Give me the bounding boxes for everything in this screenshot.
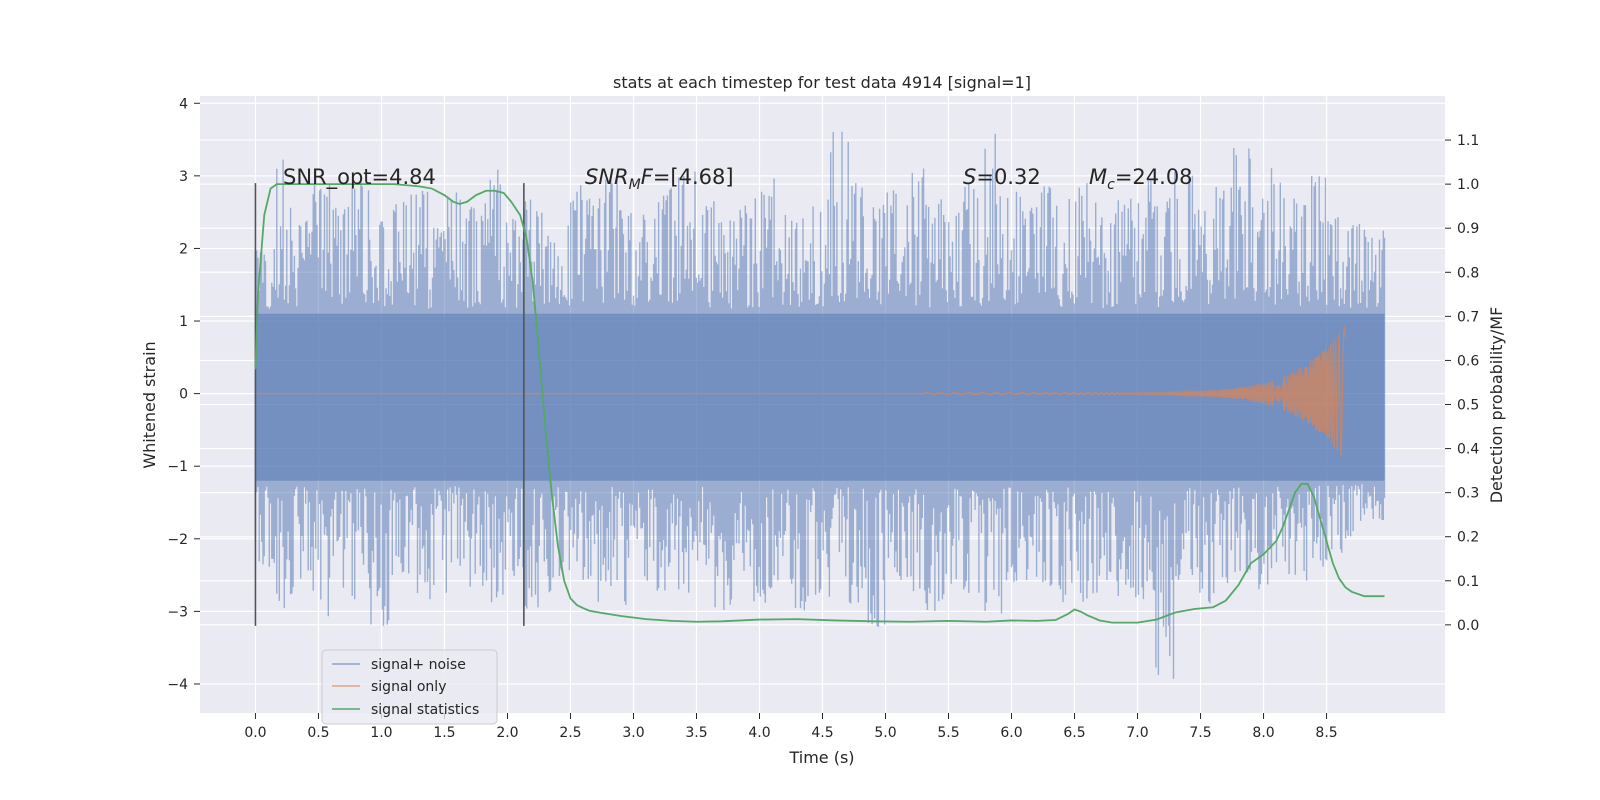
annotation-mc: Mc=24.08 [1089,165,1193,193]
signal-statistics-line [254,183,1385,624]
x-tick-label: 3.5 [685,725,707,741]
x-tick-label: 1.5 [433,725,455,741]
mc-value: =24.08 [1115,165,1193,189]
x-tick-label: 4.0 [748,725,770,741]
y-tick-label: 4 [179,96,188,112]
mc-subscript: c [1107,177,1115,193]
y-axis-label: Whitened strain [140,341,159,468]
y-right-tick-label: 0.0 [1457,618,1479,634]
signal-statistics-series [254,183,1385,624]
legend-label-signal-only: signal only [371,679,446,695]
annotation-s: S=0.32 [963,165,1041,189]
y-right-tick-label: 1.1 [1457,133,1479,149]
x-tick-label: 5.5 [937,725,959,741]
x-tick-label: 5.0 [874,725,896,741]
legend-label-signal-noise: signal+ noise [371,657,466,673]
x-tick-label: 0.0 [244,725,266,741]
x-tick-label: 8.0 [1252,725,1274,741]
x-tick-label: 7.5 [1189,725,1211,741]
x-tick-label: 6.5 [1063,725,1085,741]
legend: signal+ noise signal only signal statist… [321,649,498,725]
y-right-tick-label: 0.1 [1457,574,1479,590]
x-tick-label: 8.5 [1315,725,1337,741]
y-axis-ticks: 4 3 2 1 0 −1 −2 −3 −4 [167,96,200,693]
x-tick-label: 6.0 [1000,725,1022,741]
y-right-tick-label: 0.9 [1457,221,1479,237]
x-tick-label: 4.5 [811,725,833,741]
x-axis-ticks: 0.0 0.5 1.0 1.5 2.0 2.5 3.0 3.5 4.0 4.5 5.0 5.5 6.0 6… [244,713,1338,741]
snr-mf-value: =[4.68] [653,165,734,189]
y-tick-label: 2 [179,241,188,257]
snr-mf-symbol-f: F [641,165,654,189]
legend-label-signal-statistics: signal statistics [371,702,479,718]
legend-box [321,649,498,725]
y-tick-label: −4 [167,677,188,693]
annotation-snr-mf: SNRMF=[4.68] [585,165,734,193]
signal-chirp [923,325,1347,458]
chart-title: stats at each timestep for test data 491… [613,73,1031,92]
y-right-tick-label: 0.2 [1457,530,1479,546]
vertical-markers [254,183,525,626]
y-right-tick-label: 0.6 [1457,353,1479,369]
signal-only-series [255,325,1347,458]
y-right-tick-label: 0.3 [1457,486,1479,502]
y-tick-label: −3 [167,604,188,620]
y-tick-label: 1 [179,314,188,330]
s-symbol: S [963,165,976,189]
y-axis-right-ticks: 1.1 1.0 0.9 0.8 0.7 0.6 0.5 0.4 0.3 0.2 0.1 0.0 [1445,133,1479,634]
y-right-tick-label: 0.8 [1457,265,1479,281]
y-tick-label: 0 [179,387,188,403]
x-tick-label: 0.5 [307,725,329,741]
y-right-tick-label: 1.0 [1457,177,1479,193]
signal-noise-series [254,131,1386,679]
annotation-snr-opt: SNR_opt=4.84 [283,165,436,190]
y-tick-label: 3 [179,169,188,185]
x-axis-label: Time (s) [788,748,854,767]
x-tick-label: 3.0 [622,725,644,741]
y-right-tick-label: 0.4 [1457,442,1479,458]
x-tick-label: 2.5 [559,725,581,741]
x-tick-label: 2.0 [496,725,518,741]
x-tick-label: 7.0 [1126,725,1148,741]
y-tick-label: −2 [167,532,188,548]
snr-mf-subscript: M [629,177,641,193]
y-axis-right-label: Detection probability/MF [1487,307,1506,504]
mc-symbol: M [1089,165,1107,189]
x-tick-label: 1.0 [370,725,392,741]
y-right-tick-label: 0.5 [1457,398,1479,414]
y-tick-label: −1 [167,459,188,475]
y-right-tick-label: 0.7 [1457,309,1479,325]
s-value: =0.32 [976,165,1040,189]
snr-mf-symbol: SNR [585,165,629,189]
